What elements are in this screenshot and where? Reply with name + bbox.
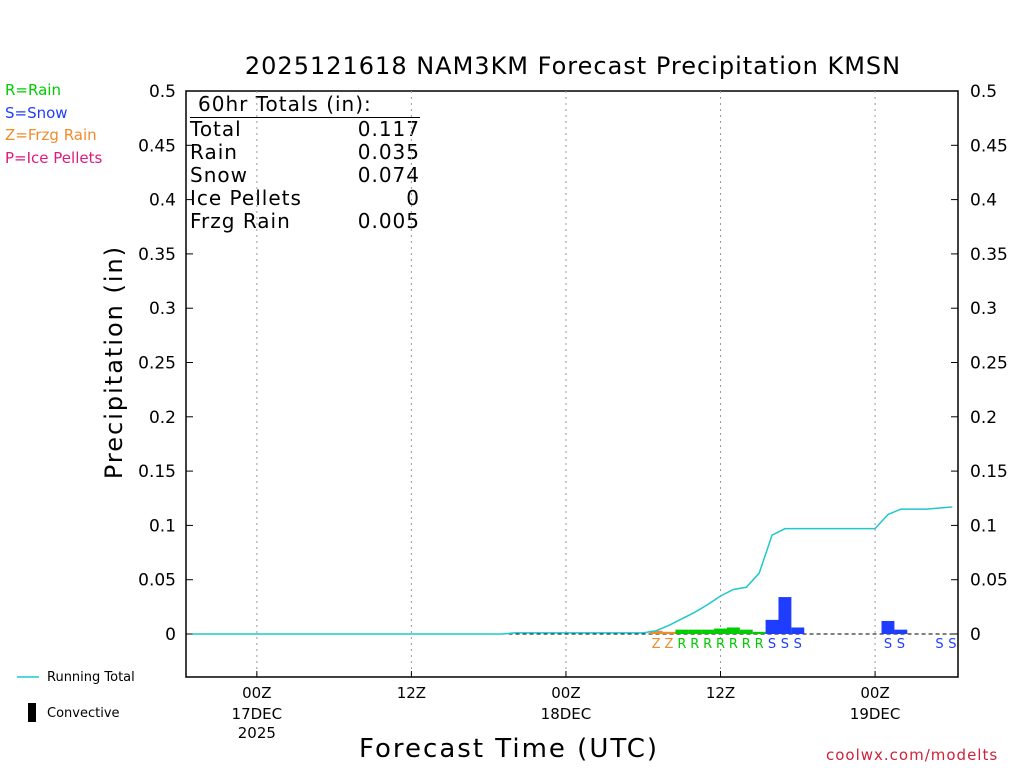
precip-bar (714, 628, 727, 634)
y-tick-label-left: 0.5 (149, 82, 176, 102)
y-tick-label-right: 0 (970, 625, 981, 645)
legend-convective: Convective (47, 706, 120, 721)
x-tick-label: 00Z (860, 684, 889, 702)
ptype-marker: R (677, 637, 686, 652)
ptype-marker: R (729, 637, 738, 652)
y-tick-label-left: 0.05 (138, 571, 176, 591)
precip-bar (881, 620, 895, 634)
running-total-line (192, 506, 953, 635)
precip-bar (726, 627, 740, 634)
y-tick-label-right: 0.25 (970, 354, 1008, 374)
x-tick-date: 18DEC (541, 705, 592, 723)
totals-header: 60hr Totals (in): (190, 92, 420, 118)
precip-bar (894, 629, 908, 634)
legend-ice-pellets: P=Ice Pellets (5, 149, 103, 167)
precip-bar (752, 631, 766, 634)
ptype-marker: S (794, 637, 802, 652)
ptype-marker: S (935, 637, 943, 652)
legend-running-total: Running Total (47, 670, 135, 685)
ptype-marker: Z (665, 637, 674, 652)
totals-row-label: Rain (190, 140, 238, 164)
totals-row: Rain 0.035 (190, 141, 420, 164)
convective-swatch (28, 703, 36, 722)
x-tick-label: 00Z (551, 684, 580, 702)
totals-row: Ice Pellets 0 (190, 187, 420, 210)
y-tick-label-right: 0.2 (970, 408, 997, 428)
y-tick-label-right: 0.4 (970, 191, 997, 211)
x-tick-year: 2025 (238, 724, 276, 742)
x-tick-label: 00Z (242, 684, 271, 702)
y-tick-label-left: 0.1 (149, 516, 176, 536)
totals-row-value: 0 (406, 186, 420, 210)
x-tick-label: 12Z (397, 684, 426, 702)
chart-title: 2025121618 NAM3KM Forecast Precipitation… (244, 52, 902, 80)
ptype-marker: R (755, 637, 764, 652)
y-tick-label-right: 0.15 (970, 462, 1008, 482)
precip-bar (649, 630, 663, 634)
totals-row-value: 0.035 (357, 140, 420, 164)
ptype-marker: R (690, 637, 699, 652)
legend-rain: R=Rain (5, 81, 61, 99)
x-tick-date: 19DEC (850, 705, 901, 723)
y-tick-label-right: 0.35 (970, 245, 1008, 265)
plot-frame (185, 90, 959, 678)
ptype-marker: R (742, 637, 751, 652)
y-tick-label-left: 0.2 (149, 408, 176, 428)
y-tick-label-left: 0.4 (149, 191, 176, 211)
y-tick-label-left: 0 (165, 625, 176, 645)
ptype-marker: S (948, 637, 956, 652)
totals-row-label: Total (190, 117, 242, 141)
x-tick-date: 17DEC (232, 705, 283, 723)
y-tick-label-right: 0.1 (970, 516, 997, 536)
totals-row: Total 0.117 (190, 118, 420, 141)
legend-snow: S=Snow (5, 104, 68, 122)
y-tick-label-right: 0.3 (970, 299, 997, 319)
totals-table: Total 0.117 Rain 0.035 Snow 0.074 Ice Pellets 0… (190, 118, 420, 233)
y-tick-label-right: 0.45 (970, 136, 1008, 156)
precip-bar (765, 619, 779, 634)
precip-bar (688, 629, 702, 634)
ptype-marker: S (884, 637, 892, 652)
totals-row-label: Ice Pellets (190, 186, 302, 210)
totals-row: Snow 0.074 (190, 164, 420, 187)
totals-row-value: 0.117 (357, 117, 420, 141)
ptype-marker: S (768, 637, 776, 652)
y-tick-label-left: 0.3 (149, 299, 176, 319)
ptype-marker: R (703, 637, 712, 652)
y-tick-label-right: 0.5 (970, 82, 997, 102)
y-tick-label-right: 0.05 (970, 571, 1008, 591)
ptype-marker: R (716, 637, 725, 652)
precip-bar (791, 627, 805, 634)
totals-row-label: Frzg Rain (190, 209, 291, 233)
totals-box: 60hr Totals (in): Total 0.117 Rain 0.035 Sno… (190, 92, 420, 233)
totals-row-value: 0.074 (357, 163, 420, 187)
y-tick-label-left: 0.15 (138, 462, 176, 482)
y-tick-label-left: 0.25 (138, 354, 176, 374)
credit-link[interactable]: coolwx.com/modelts (826, 746, 999, 764)
ptype-marker: S (897, 637, 905, 652)
ptype-marker: Z (652, 637, 661, 652)
precip-bar (662, 631, 676, 634)
x-tick-label: 12Z (706, 684, 735, 702)
totals-row: Frzg Rain 0.005 (190, 210, 420, 233)
y-tick-label-left: 0.45 (138, 136, 176, 156)
precip-bar (675, 629, 689, 634)
precip-bar (739, 629, 753, 634)
ptype-marker: S (781, 637, 789, 652)
legend-frzg-rain: Z=Frzg Rain (5, 126, 97, 144)
totals-row-label: Snow (190, 163, 248, 187)
precip-bar (701, 629, 715, 634)
x-axis-label: Forecast Time (UTC) (359, 734, 660, 764)
y-tick-label-left: 0.35 (138, 245, 176, 265)
totals-row-value: 0.005 (357, 209, 420, 233)
precip-bar (778, 597, 792, 634)
